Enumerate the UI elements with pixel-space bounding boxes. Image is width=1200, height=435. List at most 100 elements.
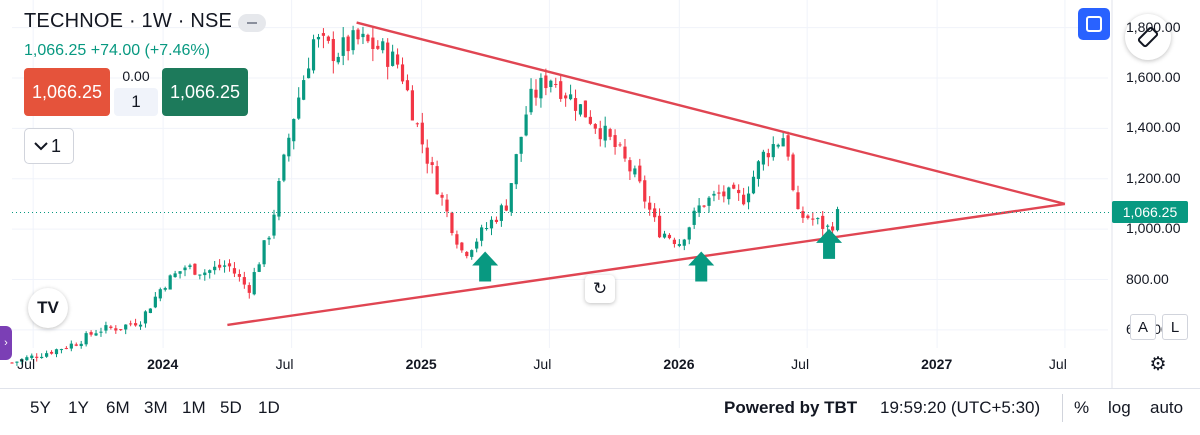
candle-body — [198, 274, 202, 276]
range-button-3m[interactable]: 3M — [144, 398, 168, 417]
log-scale-button[interactable]: L — [1162, 314, 1188, 340]
candle-body — [781, 138, 785, 147]
x-tick-label: Jul — [1048, 356, 1067, 372]
quantity-field[interactable]: 1 — [114, 88, 158, 116]
candle-body — [643, 180, 647, 202]
candle-body — [391, 51, 395, 66]
auto-scale-button[interactable]: A — [1130, 314, 1156, 340]
sell-button[interactable]: 1,066.25 — [24, 68, 110, 116]
candle-body — [653, 208, 657, 218]
candle-body — [89, 332, 93, 335]
candle-body — [40, 356, 44, 359]
candle-body — [598, 128, 602, 140]
candle-body — [519, 136, 523, 154]
candle-body — [148, 308, 153, 314]
reset-icon[interactable]: ↻ — [585, 275, 615, 303]
rotate-screen-icon[interactable] — [1125, 14, 1171, 60]
candle-body — [203, 272, 207, 276]
candle-body — [242, 277, 246, 285]
auto-toggle[interactable]: auto — [1150, 398, 1184, 417]
candle-body — [321, 33, 326, 36]
candle-body — [613, 135, 617, 147]
candle-body — [371, 37, 375, 50]
candle-body — [697, 205, 701, 213]
collapse-legend-button[interactable] — [238, 14, 266, 32]
indicators-toggle[interactable]: 1 — [24, 128, 74, 164]
candle-body — [218, 264, 222, 268]
range-button-5d[interactable]: 5D — [220, 398, 242, 417]
candle-body — [791, 154, 795, 191]
candle-body — [712, 193, 716, 196]
candle-body — [124, 324, 128, 330]
candle-body — [376, 45, 380, 49]
candle-body — [672, 239, 677, 245]
candle-body — [257, 264, 261, 272]
range-button-1y[interactable]: 1Y — [68, 398, 89, 417]
candle-body — [272, 214, 276, 236]
candle-body — [826, 225, 830, 227]
candle-body — [133, 323, 138, 326]
side-panel-tab[interactable]: › — [0, 326, 12, 360]
candle-body — [489, 219, 494, 229]
spread-value: 0.00 — [122, 68, 150, 84]
candle-body — [193, 263, 197, 275]
candle-body — [410, 90, 415, 121]
candle-body — [341, 37, 345, 56]
trendline-lower[interactable] — [227, 202, 1066, 327]
candle-body — [267, 237, 271, 240]
y-tick-label: 1,800.00 — [1126, 18, 1181, 35]
candle-body — [480, 227, 484, 241]
trendline-upper[interactable] — [356, 21, 1066, 206]
candle-body — [801, 211, 805, 218]
candle-body — [677, 244, 681, 246]
candle-body — [524, 114, 528, 136]
candle-body — [395, 54, 400, 65]
candle-body — [74, 344, 78, 346]
range-button-1d[interactable]: 1D — [258, 398, 280, 417]
candle-body — [292, 119, 296, 142]
range-button-5y[interactable]: 5Y — [30, 398, 51, 417]
candle-body — [386, 42, 390, 67]
candle-body — [277, 181, 281, 217]
candle-body — [69, 343, 73, 349]
candle-body — [94, 333, 98, 336]
candle-body — [316, 36, 321, 40]
candle-body — [10, 362, 14, 364]
clock: 19:59:20 (UTC+5:30) — [880, 398, 1041, 417]
y-tick-label: 1,000.00 — [1126, 220, 1181, 237]
candle-body — [830, 226, 835, 231]
candle-body — [158, 289, 162, 299]
gear-icon[interactable]: ⚙ — [1149, 353, 1167, 375]
candle-body — [99, 331, 103, 333]
candle-body — [465, 252, 469, 257]
percent-toggle[interactable]: % — [1074, 398, 1090, 417]
log-toggle[interactable]: log — [1108, 398, 1131, 417]
candle-body — [435, 166, 439, 195]
candle-body — [796, 192, 800, 210]
candle-body — [425, 147, 429, 164]
candle-body — [544, 75, 548, 89]
candle-body — [475, 241, 479, 249]
candle-body — [237, 274, 241, 277]
range-button-1m[interactable]: 1M — [182, 398, 206, 417]
indicator-count: 1 — [51, 135, 62, 156]
fullscreen-icon[interactable] — [1078, 8, 1110, 40]
candle-body — [79, 343, 83, 347]
candle-body — [420, 122, 424, 145]
candle-body — [227, 263, 232, 267]
candle-body — [771, 144, 775, 158]
candle-body — [302, 80, 306, 100]
x-tick-label: 2027 — [921, 356, 953, 372]
candle-body — [811, 218, 815, 220]
candle-body — [173, 273, 177, 278]
buy-button[interactable]: 1,066.25 — [162, 68, 248, 116]
candle-body — [717, 192, 721, 194]
candle-body — [311, 39, 316, 71]
candle-body — [751, 176, 756, 194]
tradingview-logo[interactable]: TV — [28, 288, 68, 328]
range-button-6m[interactable]: 6M — [106, 398, 130, 417]
candle-body — [247, 285, 251, 293]
candle-body — [628, 160, 632, 172]
candle-body — [381, 41, 385, 51]
candle-body — [657, 215, 662, 238]
